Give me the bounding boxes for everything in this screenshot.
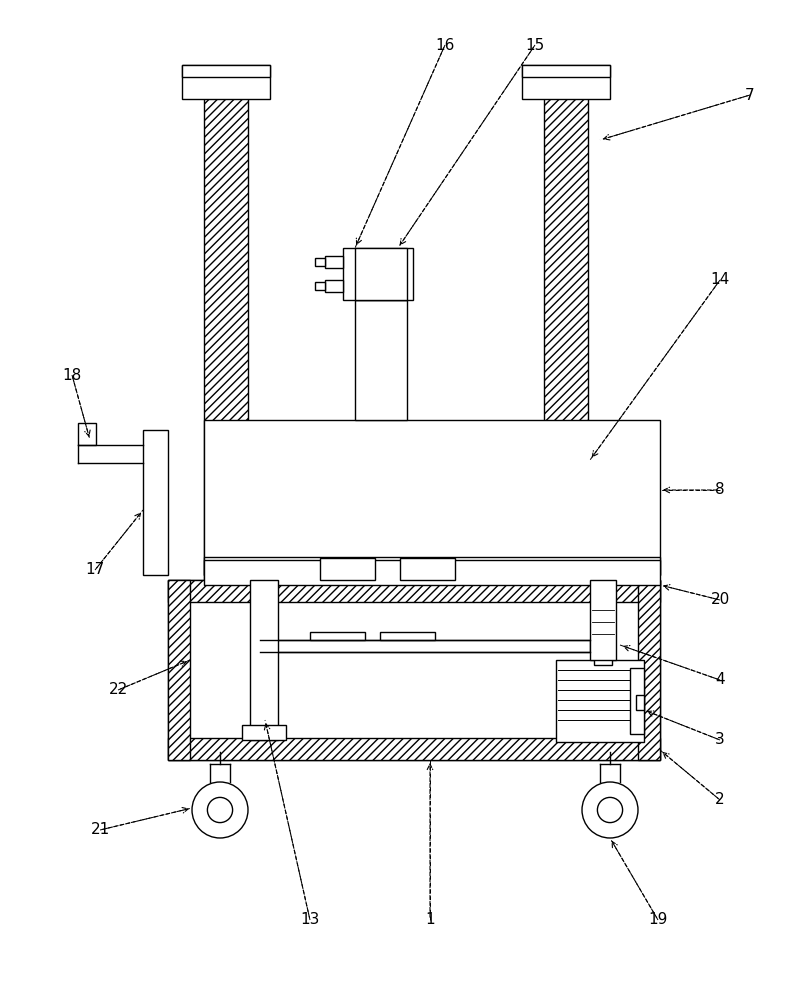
Bar bbox=[168, 580, 660, 760]
Text: 4: 4 bbox=[715, 672, 725, 688]
Bar bbox=[143, 430, 168, 575]
Bar bbox=[325, 256, 343, 268]
Bar bbox=[343, 248, 413, 300]
Bar bbox=[638, 580, 660, 760]
Bar bbox=[320, 558, 375, 580]
Bar bbox=[168, 580, 660, 602]
Text: 21: 21 bbox=[91, 822, 109, 838]
Bar bbox=[168, 738, 660, 760]
Bar bbox=[522, 65, 610, 99]
Bar bbox=[355, 300, 407, 420]
Text: 2: 2 bbox=[715, 792, 725, 808]
Bar bbox=[78, 423, 96, 445]
Bar bbox=[636, 695, 644, 710]
Bar bbox=[380, 632, 435, 640]
Bar bbox=[355, 248, 407, 300]
Bar bbox=[592, 605, 614, 650]
Bar bbox=[204, 560, 660, 585]
Text: 1: 1 bbox=[425, 912, 435, 928]
Text: 16: 16 bbox=[435, 37, 454, 52]
Bar bbox=[594, 650, 612, 665]
Bar bbox=[168, 580, 190, 760]
Bar bbox=[182, 65, 270, 99]
Bar bbox=[590, 580, 616, 660]
Bar bbox=[630, 668, 644, 734]
Bar bbox=[204, 557, 660, 575]
Text: 8: 8 bbox=[715, 483, 725, 497]
Bar bbox=[556, 660, 644, 742]
Bar bbox=[260, 640, 590, 652]
Bar bbox=[544, 87, 588, 580]
Text: 14: 14 bbox=[710, 272, 730, 288]
Bar bbox=[242, 725, 286, 740]
Bar bbox=[204, 420, 660, 575]
Bar bbox=[325, 280, 343, 292]
Text: 20: 20 bbox=[710, 592, 730, 607]
Bar bbox=[204, 87, 248, 580]
Bar bbox=[310, 632, 365, 640]
Bar bbox=[182, 65, 270, 77]
Text: 19: 19 bbox=[648, 912, 667, 928]
Bar bbox=[250, 580, 278, 740]
Bar bbox=[522, 65, 610, 77]
Bar bbox=[400, 558, 455, 580]
Text: 3: 3 bbox=[715, 732, 725, 748]
Text: 15: 15 bbox=[526, 37, 544, 52]
Text: 7: 7 bbox=[745, 88, 755, 103]
Text: 22: 22 bbox=[109, 682, 128, 698]
Bar bbox=[315, 282, 325, 290]
Bar bbox=[315, 258, 325, 266]
Text: 17: 17 bbox=[85, 562, 104, 578]
Text: 13: 13 bbox=[301, 912, 320, 928]
Text: 18: 18 bbox=[62, 367, 82, 382]
